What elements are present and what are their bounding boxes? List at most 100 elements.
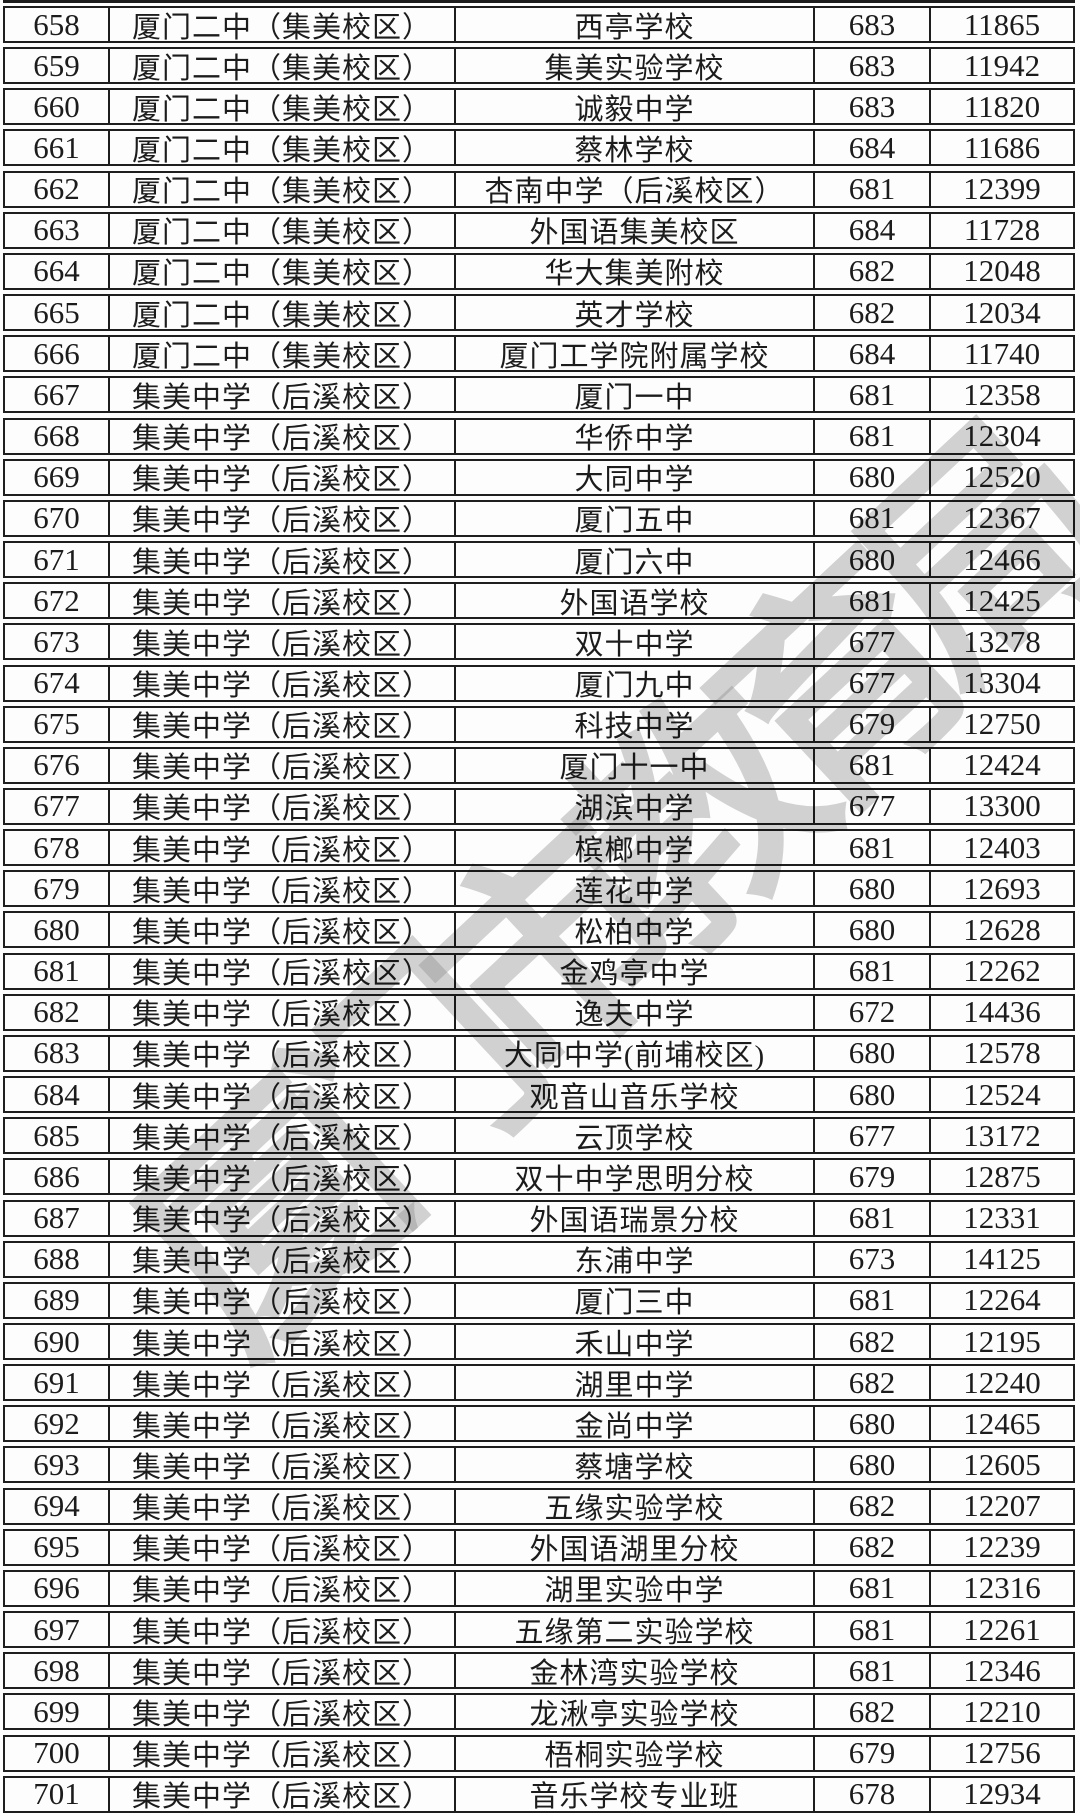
row-number-cell: 680 — [5, 913, 110, 947]
rank-cell: 12578 — [963, 1036, 1041, 1070]
score-cell: 681 — [815, 831, 931, 865]
table-row: 691 集美中学（后溪校区） 湖里中学 682 12240 — [3, 1364, 1075, 1402]
row-number-cell: 673 — [5, 625, 110, 659]
assigned-school-cell: 集美中学（后溪校区） — [110, 1736, 456, 1770]
rank-cell: 12316 — [963, 1571, 1041, 1605]
row-number-cell: 695 — [5, 1530, 110, 1564]
rank-cell: 12207 — [963, 1489, 1041, 1523]
source-school-cell: 双十中学思明分校 — [456, 1160, 815, 1194]
assigned-school-cell: 厦门二中（集美校区） — [110, 131, 456, 165]
rank-cell: 12264 — [963, 1283, 1041, 1317]
rank-cell: 12756 — [963, 1736, 1041, 1770]
rank-cell: 12358 — [963, 378, 1041, 412]
source-school-cell: 莲花中学 — [456, 872, 815, 906]
assigned-school-cell: 集美中学（后溪校区） — [110, 1119, 456, 1153]
source-school-cell: 诚毅中学 — [456, 90, 815, 124]
table-row: 679 集美中学（后溪校区） 莲花中学 680 12693 — [3, 870, 1075, 908]
score-cell: 677 — [815, 789, 931, 823]
assigned-school-cell: 厦门二中（集美校区） — [110, 8, 456, 41]
assigned-school-cell: 集美中学（后溪校区） — [110, 1654, 456, 1688]
table-row: 678 集美中学（后溪校区） 槟榔中学 681 12403 — [3, 829, 1075, 867]
rank-cell: 12367 — [963, 501, 1041, 535]
source-school-cell: 金鸡亭中学 — [456, 954, 815, 988]
table-row: 688 集美中学（后溪校区） 东浦中学 673 14125 — [3, 1240, 1075, 1278]
score-cell: 679 — [815, 1736, 931, 1770]
row-number-cell: 672 — [5, 584, 110, 618]
table-row: 681 集美中学（后溪校区） 金鸡亭中学 681 12262 — [3, 952, 1075, 990]
assigned-school-cell: 集美中学（后溪校区） — [110, 1613, 456, 1647]
row-number-cell: 664 — [5, 254, 110, 288]
source-school-cell: 云顶学校 — [456, 1119, 815, 1153]
table-row: 685 集美中学（后溪校区） 云顶学校 677 13172 — [3, 1117, 1075, 1155]
assigned-school-cell: 集美中学（后溪校区） — [110, 1078, 456, 1112]
assigned-school-cell: 集美中学（后溪校区） — [110, 1283, 456, 1317]
assigned-school-cell: 集美中学（后溪校区） — [110, 748, 456, 782]
score-cell: 681 — [815, 1654, 931, 1688]
score-cell: 684 — [815, 337, 931, 371]
row-number-cell: 669 — [5, 460, 110, 494]
assigned-school-cell: 集美中学（后溪校区） — [110, 625, 456, 659]
row-number-cell: 663 — [5, 213, 110, 247]
assigned-school-cell: 集美中学（后溪校区） — [110, 1489, 456, 1523]
assigned-school-cell: 集美中学（后溪校区） — [110, 584, 456, 618]
score-cell: 681 — [815, 378, 931, 412]
assigned-school-cell: 集美中学（后溪校区） — [110, 872, 456, 906]
table-row: 676 集美中学（后溪校区） 厦门十一中 681 12424 — [3, 746, 1075, 784]
rank-cell: 13172 — [963, 1119, 1041, 1153]
assigned-school-cell: 集美中学（后溪校区） — [110, 501, 456, 535]
source-school-cell: 音乐学校专业班 — [456, 1777, 815, 1811]
score-cell: 681 — [815, 1613, 931, 1647]
assigned-school-cell: 集美中学（后溪校区） — [110, 707, 456, 741]
table-row: 699 集美中学（后溪校区） 龙湫亭实验学校 682 12210 — [3, 1693, 1075, 1731]
score-cell: 681 — [815, 748, 931, 782]
table-row: 687 集美中学（后溪校区） 外国语瑞景分校 681 12331 — [3, 1199, 1075, 1237]
score-cell: 680 — [815, 1407, 931, 1441]
source-school-cell: 双十中学 — [456, 625, 815, 659]
rank-cell: 12750 — [963, 707, 1041, 741]
score-cell: 682 — [815, 254, 931, 288]
table-row: 695 集美中学（后溪校区） 外国语湖里分校 682 12239 — [3, 1528, 1075, 1566]
assigned-school-cell: 厦门二中（集美校区） — [110, 213, 456, 247]
assigned-school-cell: 厦门二中（集美校区） — [110, 90, 456, 124]
assigned-school-cell: 集美中学（后溪校区） — [110, 995, 456, 1029]
source-school-cell: 华大集美附校 — [456, 254, 815, 288]
rank-cell: 12399 — [963, 172, 1041, 206]
score-cell: 680 — [815, 1036, 931, 1070]
table-row: 677 集美中学（后溪校区） 湖滨中学 677 13300 — [3, 787, 1075, 825]
score-cell: 673 — [815, 1242, 931, 1276]
rank-cell: 12346 — [963, 1654, 1041, 1688]
source-school-cell: 槟榔中学 — [456, 831, 815, 865]
score-cell: 681 — [815, 1201, 931, 1235]
rank-cell: 11942 — [963, 49, 1041, 83]
score-cell: 681 — [815, 501, 931, 535]
assigned-school-cell: 集美中学（后溪校区） — [110, 666, 456, 700]
score-cell: 681 — [815, 172, 931, 206]
table-row: 667 集美中学（后溪校区） 厦门一中 681 12358 — [3, 376, 1075, 414]
row-number-cell: 675 — [5, 707, 110, 741]
table-row: 701 集美中学（后溪校区） 音乐学校专业班 678 12934 — [3, 1775, 1075, 1813]
source-school-cell: 集美实验学校 — [456, 49, 815, 83]
source-school-cell: 外国语湖里分校 — [456, 1530, 815, 1564]
source-school-cell: 厦门六中 — [456, 543, 815, 577]
source-school-cell: 厦门五中 — [456, 501, 815, 535]
row-number-cell: 666 — [5, 337, 110, 371]
table-row: 660 厦门二中（集美校区） 诚毅中学 683 11820 — [3, 88, 1075, 126]
table-row: 664 厦门二中（集美校区） 华大集美附校 682 12048 — [3, 252, 1075, 290]
row-number-cell: 662 — [5, 172, 110, 206]
row-number-cell: 670 — [5, 501, 110, 535]
source-school-cell: 湖里实验中学 — [456, 1571, 815, 1605]
rank-cell: 13278 — [963, 625, 1041, 659]
assigned-school-cell: 集美中学（后溪校区） — [110, 1777, 456, 1811]
table-row: 698 集美中学（后溪校区） 金林湾实验学校 681 12346 — [3, 1652, 1075, 1690]
assigned-school-cell: 集美中学（后溪校区） — [110, 460, 456, 494]
rank-cell: 13300 — [963, 789, 1041, 823]
row-number-cell: 681 — [5, 954, 110, 988]
score-cell: 679 — [815, 1160, 931, 1194]
assigned-school-cell: 集美中学（后溪校区） — [110, 913, 456, 947]
score-cell: 682 — [815, 1489, 931, 1523]
row-number-cell: 674 — [5, 666, 110, 700]
table-row: 682 集美中学（后溪校区） 逸夫中学 672 14436 — [3, 993, 1075, 1031]
source-school-cell: 金林湾实验学校 — [456, 1654, 815, 1688]
row-number-cell: 699 — [5, 1695, 110, 1729]
source-school-cell: 厦门九中 — [456, 666, 815, 700]
